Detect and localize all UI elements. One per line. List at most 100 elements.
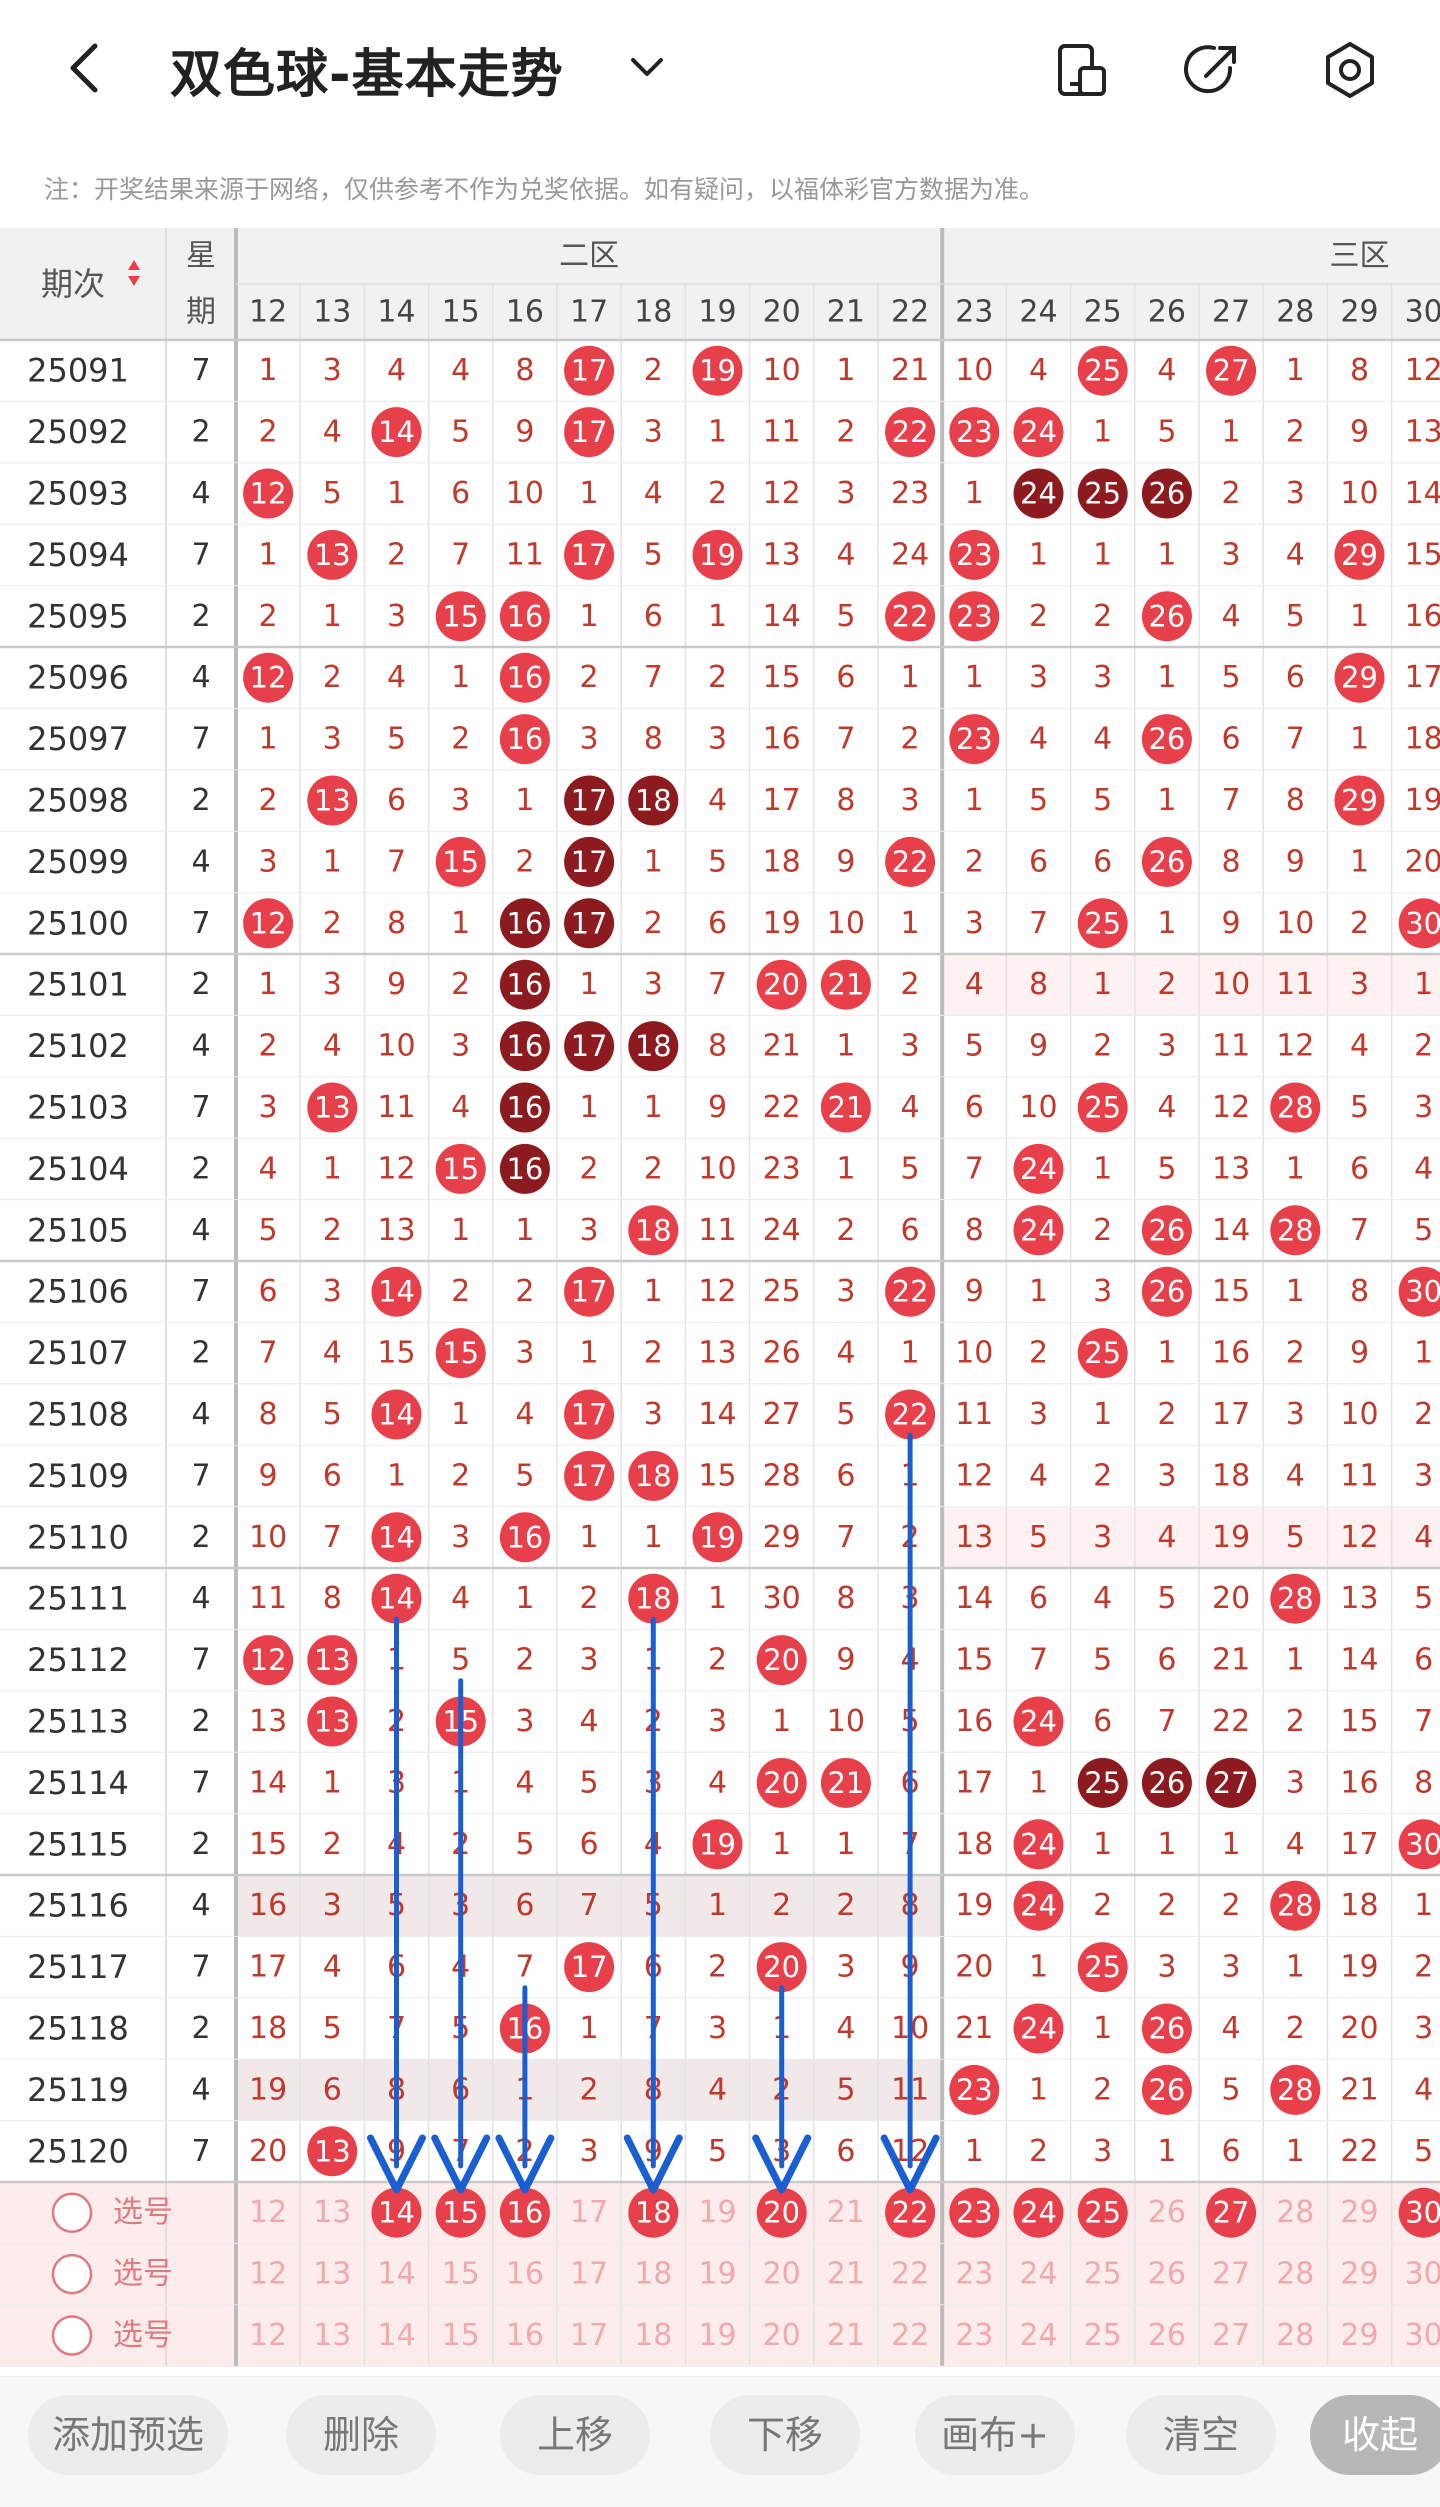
- miss-count: 5: [580, 1765, 599, 1800]
- miss-count: 5: [1093, 783, 1112, 818]
- hit-number: 14: [378, 1582, 415, 1616]
- miss-count: 10: [1340, 476, 1378, 511]
- hit-number: 29: [1341, 538, 1378, 572]
- miss-count: 1: [387, 1458, 406, 1493]
- miss-count: 1: [580, 2011, 599, 2046]
- picked-ball[interactable]: [1398, 2187, 1440, 2238]
- issue-number: 25116: [27, 1887, 129, 1925]
- share-icon[interactable]: [1180, 38, 1244, 102]
- phone-screen-icon[interactable]: [1050, 38, 1114, 102]
- clear-button[interactable]: 清空: [1126, 2395, 1276, 2475]
- hit-ball: [885, 407, 936, 458]
- hit-ball: [499, 1512, 550, 1563]
- picked-ball[interactable]: [371, 2187, 422, 2238]
- collapse-button[interactable]: 收起: [1310, 2395, 1440, 2475]
- miss-count: 4: [1157, 1090, 1176, 1125]
- miss-count: 6: [1222, 2134, 1241, 2169]
- miss-count: 2: [901, 722, 920, 757]
- pick-radio[interactable]: [51, 2253, 93, 2295]
- miss-count: 10: [763, 353, 801, 388]
- miss-count: 7: [451, 537, 470, 572]
- hit-number: 20: [763, 1643, 800, 1677]
- miss-count: 3: [644, 967, 663, 1002]
- issue-number: 25107: [27, 1334, 129, 1372]
- miss-count: 10: [506, 476, 544, 511]
- hit-number: 16: [506, 1029, 543, 1063]
- add-preselect-button[interactable]: 添加预选: [28, 2395, 228, 2475]
- picked-ball[interactable]: [949, 2187, 1000, 2238]
- pick-candidate: 28: [1276, 2257, 1314, 2292]
- miss-count: 25: [763, 1274, 801, 1309]
- miss-count: 17: [1405, 660, 1440, 695]
- miss-count: 5: [836, 2072, 855, 2107]
- miss-count: 5: [451, 415, 470, 450]
- picked-number: 23: [956, 2196, 993, 2230]
- hit-ball: [435, 591, 486, 642]
- picked-ball[interactable]: [1013, 2187, 1064, 2238]
- hit-number: 25: [1084, 477, 1121, 511]
- picked-ball[interactable]: [885, 2187, 936, 2238]
- miss-count: 15: [249, 1827, 287, 1862]
- miss-count: 4: [708, 2072, 727, 2107]
- hit-ball: [1077, 1082, 1128, 1133]
- hit-ball: [1141, 1266, 1192, 1317]
- hit-ball: [307, 1635, 358, 1686]
- canvas-plus-button[interactable]: 画布+: [915, 2395, 1075, 2475]
- move-up-button[interactable]: 上移: [500, 2395, 650, 2475]
- hit-ball: [499, 652, 550, 703]
- hit-number: 24: [1020, 477, 1057, 511]
- hit-ball: [820, 1757, 871, 1808]
- hit-number: 25: [1084, 1336, 1121, 1370]
- hit-number: 23: [956, 2073, 993, 2107]
- hit-ball: [564, 529, 615, 580]
- hit-number: 16: [506, 906, 543, 940]
- miss-count: 3: [836, 1274, 855, 1309]
- miss-count: 4: [1286, 1458, 1305, 1493]
- picked-ball[interactable]: [756, 2187, 807, 2238]
- miss-count: 2: [965, 844, 984, 879]
- miss-count: 1: [836, 353, 855, 388]
- pick-radio[interactable]: [51, 2315, 93, 2356]
- hit-ball: [628, 1021, 679, 1072]
- picked-ball[interactable]: [435, 2187, 486, 2238]
- sort-down-icon[interactable]: [128, 276, 140, 286]
- back-icon[interactable]: [55, 38, 115, 98]
- picked-ball[interactable]: [1206, 2187, 1257, 2238]
- miss-count: 2: [1286, 2011, 1305, 2046]
- miss-count: 4: [515, 1765, 534, 1800]
- pick-candidate: 16: [506, 2257, 544, 2292]
- hit-number: 24: [1020, 415, 1057, 449]
- chevron-down-icon[interactable]: [625, 48, 669, 88]
- pick-radio[interactable]: [51, 2192, 93, 2233]
- miss-count: 7: [323, 1520, 342, 1555]
- picked-number: 24: [1020, 2196, 1057, 2230]
- pick-candidate: 20: [763, 2257, 801, 2292]
- miss-count: 2: [1414, 1029, 1433, 1064]
- miss-count: 1: [387, 476, 406, 511]
- weekday: 2: [191, 783, 210, 818]
- issue-number: 25118: [27, 2010, 129, 2048]
- move-down-button[interactable]: 下移: [710, 2395, 860, 2475]
- miss-count: 5: [323, 476, 342, 511]
- hit-ball: [1141, 1205, 1192, 1256]
- picked-ball[interactable]: [1077, 2187, 1128, 2238]
- top-bar: 双色球-基本走势: [0, 0, 1440, 145]
- hit-number: 30: [1405, 906, 1440, 940]
- picked-ball[interactable]: [499, 2187, 550, 2238]
- settings-icon[interactable]: [1318, 38, 1382, 102]
- sort-up-icon[interactable]: [128, 260, 140, 270]
- issue-number: 25095: [27, 597, 129, 635]
- miss-count: 1: [1222, 1827, 1241, 1862]
- issue-number: 25117: [27, 1948, 129, 1986]
- miss-count: 2: [644, 1151, 663, 1186]
- picked-ball[interactable]: [628, 2187, 679, 2238]
- miss-count: 2: [1286, 1704, 1305, 1739]
- hit-number: 24: [1020, 1705, 1057, 1739]
- issue-number: 25113: [27, 1703, 129, 1741]
- delete-button[interactable]: 删除: [286, 2395, 436, 2475]
- pick-area-bg: [0, 2182, 1440, 2367]
- miss-count: 3: [1029, 660, 1048, 695]
- hit-number: 23: [956, 415, 993, 449]
- hit-number: 24: [1020, 1827, 1057, 1861]
- miss-count: 2: [1093, 1213, 1112, 1248]
